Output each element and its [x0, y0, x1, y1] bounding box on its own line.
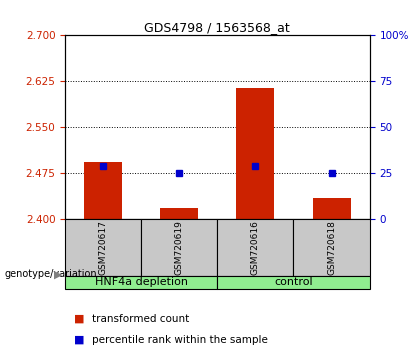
- Bar: [160, 209, 198, 219]
- Text: ■: ■: [74, 314, 84, 324]
- Text: ■: ■: [74, 335, 84, 345]
- Text: ▶: ▶: [54, 269, 62, 279]
- Text: GSM720617: GSM720617: [99, 220, 108, 275]
- Text: percentile rank within the sample: percentile rank within the sample: [92, 335, 268, 345]
- Text: transformed count: transformed count: [92, 314, 190, 324]
- Bar: [294, 219, 370, 276]
- Bar: [65, 276, 218, 289]
- Bar: [218, 276, 370, 289]
- Bar: [218, 219, 294, 276]
- Title: GDS4798 / 1563568_at: GDS4798 / 1563568_at: [144, 21, 290, 34]
- Text: GSM720619: GSM720619: [175, 220, 184, 275]
- Text: genotype/variation: genotype/variation: [4, 269, 97, 279]
- Bar: [141, 219, 218, 276]
- Text: GSM720616: GSM720616: [251, 220, 260, 275]
- Text: HNF4a depletion: HNF4a depletion: [95, 277, 188, 287]
- Bar: [65, 219, 141, 276]
- Text: control: control: [274, 277, 313, 287]
- Bar: [236, 87, 274, 219]
- Bar: [312, 198, 351, 219]
- Text: GSM720618: GSM720618: [327, 220, 336, 275]
- Bar: [84, 162, 122, 219]
